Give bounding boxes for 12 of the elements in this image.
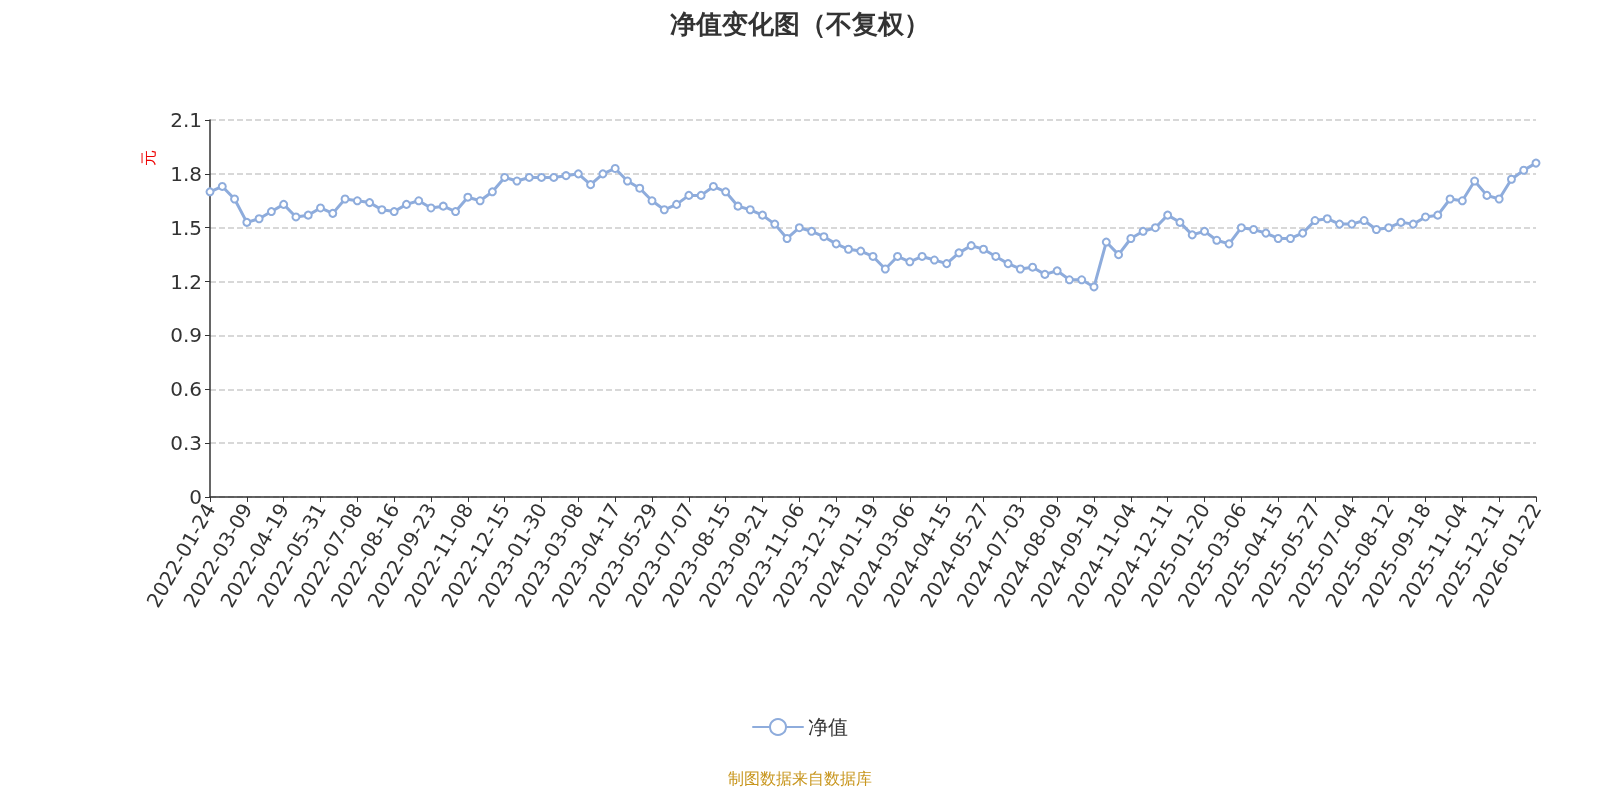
y-tick-label: 0.6	[170, 377, 202, 402]
text: 制图数据来自数据库	[728, 768, 872, 788]
y-tick-label: 1.8	[170, 161, 202, 186]
y-tick-label: 1.5	[170, 215, 202, 240]
legend-label: 净值	[808, 715, 848, 739]
y-tick-label: 0.3	[170, 431, 202, 456]
y-tick-label: 1.2	[170, 269, 202, 294]
y-tick-label: 2.1	[170, 108, 202, 132]
y-tick-label: 0.9	[170, 323, 202, 348]
y-tick-label: 0	[189, 485, 202, 509]
y-axis-title: 元	[138, 150, 158, 166]
chart-title: 净值变化图（不复权）	[670, 9, 930, 39]
